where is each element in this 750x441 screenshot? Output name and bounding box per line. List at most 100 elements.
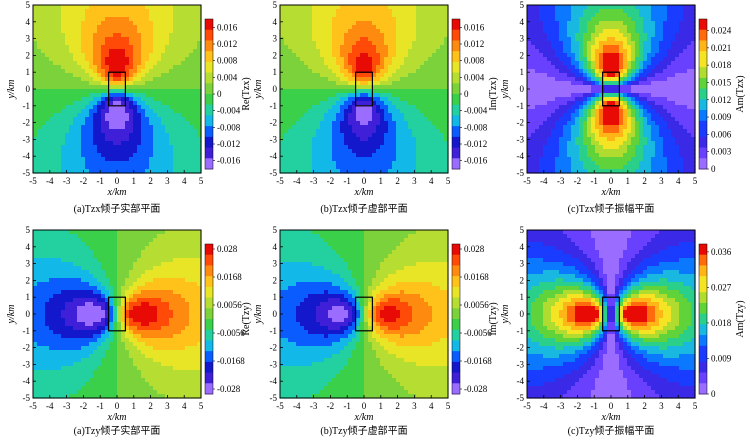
- x-tick-label: -2: [80, 176, 88, 186]
- heatmap-cell: [141, 85, 146, 90]
- heatmap-cell: [384, 29, 389, 34]
- heatmap-cell: [412, 125, 417, 130]
- heatmap-cell: [133, 73, 138, 78]
- heatmap-cell: [73, 21, 78, 26]
- heatmap-cell: [312, 65, 317, 70]
- colorbar-label: Re(Tzx): [241, 77, 252, 110]
- heatmap-cell: [599, 141, 604, 146]
- heatmap-cell: [49, 29, 54, 34]
- heatmap-cell: [89, 45, 94, 50]
- heatmap-cell: [543, 21, 548, 26]
- heatmap-cell: [531, 117, 536, 122]
- heatmap-cell: [539, 37, 544, 42]
- heatmap-cell: [280, 29, 285, 34]
- heatmap-cell: [535, 25, 540, 30]
- heatmap-cell: [45, 141, 50, 146]
- heatmap-cell: [57, 117, 62, 122]
- heatmap-cell: [41, 81, 46, 86]
- y-tick-label: 0: [273, 84, 278, 94]
- heatmap-cell: [388, 53, 393, 58]
- heatmap-cell: [444, 109, 449, 114]
- heatmap-cell: [583, 109, 588, 114]
- heatmap-cell: [615, 109, 620, 114]
- heatmap-cell: [372, 17, 377, 22]
- heatmap-cell: [65, 113, 70, 118]
- heatmap-cell: [583, 117, 588, 122]
- heatmap-cell: [93, 57, 98, 62]
- heatmap-cell: [165, 13, 170, 18]
- heatmap-cell: [623, 61, 628, 66]
- heatmap-cell: [372, 81, 377, 86]
- heatmap-cell: [153, 89, 158, 94]
- heatmap-cell: [420, 145, 425, 150]
- heatmap-cell: [555, 85, 560, 90]
- heatmap-cell: [312, 157, 317, 162]
- heatmap-cell: [296, 169, 301, 174]
- heatmap-cell: [161, 105, 166, 110]
- heatmap-cell: [647, 9, 652, 14]
- heatmap-cell: [73, 105, 78, 110]
- heatmap-cell: [555, 109, 560, 114]
- heatmap-cell: [153, 69, 158, 74]
- heatmap-cell: [340, 97, 345, 102]
- heatmap-cell: [125, 105, 130, 110]
- heatmap-cell: [535, 101, 540, 106]
- heatmap-cell: [368, 153, 373, 158]
- heatmap-cell: [603, 29, 608, 34]
- heatmap-cell: [185, 93, 190, 98]
- heatmap-cell: [352, 117, 357, 122]
- heatmap-cell: [33, 97, 38, 102]
- heatmap-cell: [611, 149, 616, 154]
- heatmap-cell: [65, 117, 70, 122]
- heatmap-cell: [428, 73, 433, 78]
- y-tick-label: 1: [26, 67, 31, 77]
- heatmap-cell: [320, 73, 325, 78]
- heatmap-cell: [436, 57, 441, 62]
- heatmap-cell: [85, 141, 90, 146]
- heatmap-cell: [328, 21, 333, 26]
- heatmap-cell: [388, 33, 393, 38]
- heatmap-cell: [85, 137, 90, 142]
- heatmap-cell: [41, 137, 46, 142]
- heatmap-cell: [428, 105, 433, 110]
- heatmap-cell: [364, 137, 369, 142]
- heatmap-cell: [583, 97, 588, 102]
- heatmap-cell: [428, 125, 433, 130]
- heatmap-cell: [416, 145, 421, 150]
- heatmap-cell: [336, 45, 341, 50]
- heatmap-cell: [340, 49, 345, 54]
- heatmap-cell: [185, 105, 190, 110]
- heatmap-cell: [296, 105, 301, 110]
- heatmap-cell: [57, 53, 62, 58]
- heatmap-cell: [380, 89, 385, 94]
- heatmap-cell: [145, 149, 150, 154]
- heatmap-cell: [105, 157, 110, 162]
- heatmap-cell: [404, 9, 409, 14]
- heatmap-cell: [161, 33, 166, 38]
- heatmap-cell: [113, 77, 118, 82]
- heatmap-cell: [157, 85, 162, 90]
- heatmap-cell: [591, 161, 596, 166]
- heatmap-cell: [416, 137, 421, 142]
- heatmap-cell: [595, 161, 600, 166]
- heatmap-cell: [428, 109, 433, 114]
- heatmap-cell: [312, 153, 317, 158]
- heatmap-cell: [185, 169, 190, 174]
- heatmap-cell: [555, 77, 560, 82]
- heatmap-cell: [328, 145, 333, 150]
- heatmap-cell: [61, 41, 66, 46]
- heatmap-cell: [324, 101, 329, 106]
- heatmap-cell: [133, 69, 138, 74]
- heatmap-cell: [85, 9, 90, 14]
- heatmap-cell: [185, 85, 190, 90]
- heatmap-cell: [45, 149, 50, 154]
- heatmap-cell: [77, 69, 82, 74]
- heatmap-cell: [400, 81, 405, 86]
- heatmap-cell: [113, 133, 118, 138]
- heatmap-cell: [169, 21, 174, 26]
- heatmap-cell: [619, 129, 624, 134]
- heatmap-cell: [121, 157, 126, 162]
- colorbar-segment: [205, 83, 213, 90]
- heatmap-cell: [436, 77, 441, 82]
- heatmap-cell: [424, 61, 429, 66]
